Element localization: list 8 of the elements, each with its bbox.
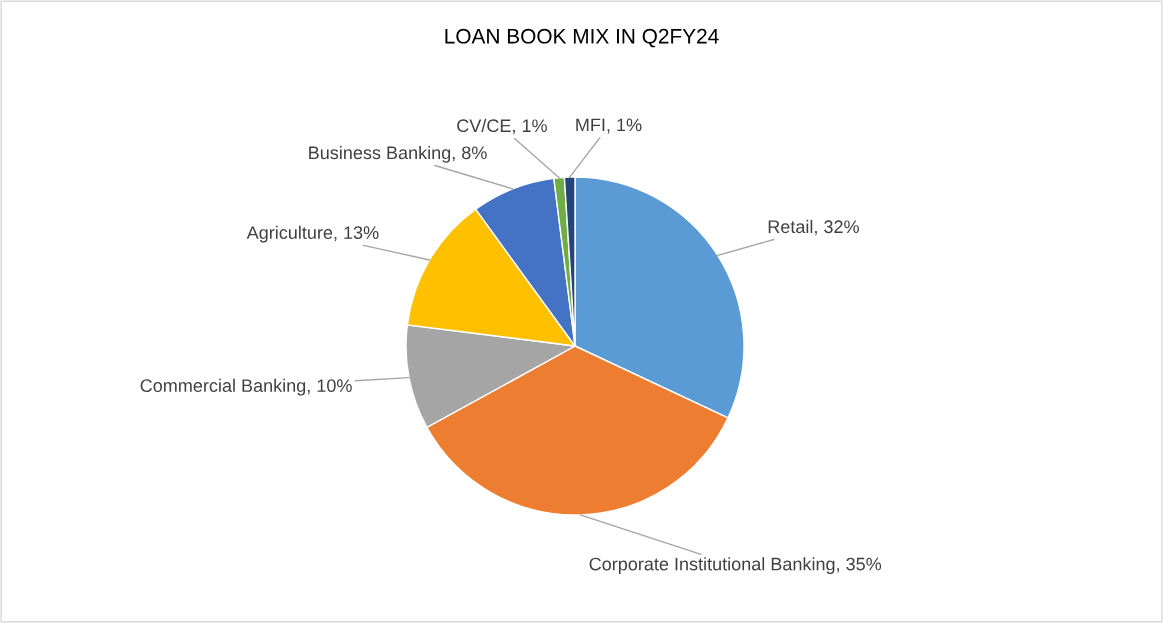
slice-label: CV/CE, 1%	[457, 118, 547, 135]
slice-label: Agriculture, 13%	[246, 225, 379, 243]
slice-label: MFI, 1%	[576, 118, 642, 134]
slice-label: Business Banking, 8%	[309, 145, 487, 163]
slice-label: Commercial Banking, 10%	[140, 378, 352, 396]
slice-label: Retail, 32%	[768, 219, 859, 236]
chart-title: LOAN BOOK MIX IN Q2FY24	[445, 28, 719, 48]
slice-label: Corporate Institutional Banking, 35%	[589, 557, 882, 575]
